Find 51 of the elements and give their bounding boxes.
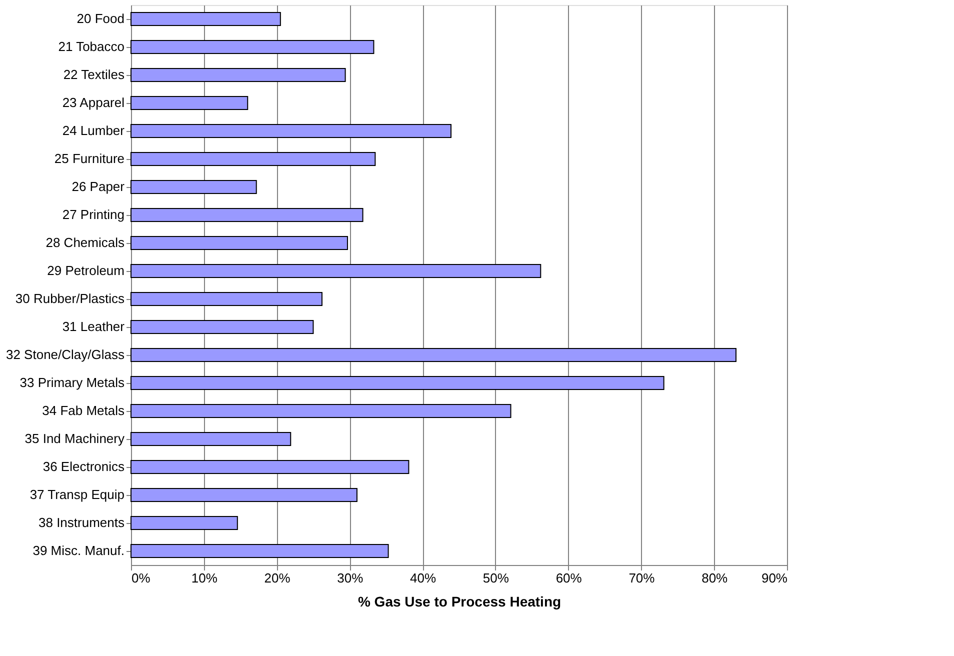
y-tick-label: 20 Food — [76, 11, 124, 26]
bar — [130, 348, 736, 362]
x-tick-label: 30% — [337, 570, 364, 586]
x-tick-label: 70% — [628, 570, 656, 586]
y-tick-label: 31 Leather — [62, 319, 126, 334]
bar — [130, 180, 257, 194]
x-tick-label: 90% — [761, 570, 788, 586]
x-axis-title: % Gas Use to Process Heating — [358, 594, 562, 610]
bar — [130, 96, 248, 110]
bar — [130, 152, 376, 166]
bar — [130, 432, 292, 446]
y-tick-label: 33 Primary Metals — [20, 375, 125, 390]
bar — [130, 488, 358, 502]
bar — [130, 68, 346, 82]
y-tick-label: 29 Petroleum — [47, 263, 124, 278]
y-tick-label: 30 Rubber/Plastics — [15, 291, 125, 306]
y-tick-label: 35 Ind Machinery — [24, 431, 125, 446]
bar — [130, 12, 281, 26]
bar — [130, 236, 348, 250]
y-tick-label: 37 Transp Equip — [30, 487, 124, 502]
bar — [130, 320, 314, 334]
y-tick-label: 23 Apparel — [62, 95, 125, 110]
bar — [130, 292, 322, 306]
x-tick-label: 10% — [191, 570, 218, 586]
bar — [130, 404, 512, 418]
x-tick-label: 80% — [702, 570, 728, 586]
bar — [130, 40, 374, 54]
bar — [130, 516, 238, 530]
bar — [130, 264, 542, 278]
x-tick-label: 60% — [556, 570, 582, 586]
y-tick-label: 27 Printing — [62, 207, 124, 222]
y-tick-label: 34 Fab Metals — [42, 403, 125, 418]
x-tick-label: 50% — [482, 570, 510, 586]
bar — [130, 208, 364, 222]
y-tick-label: 39 Misc. Manuf. — [32, 543, 124, 558]
y-tick-label: 24 Lumber — [62, 123, 126, 138]
y-tick-label: 32 Stone/Clay/Glass — [6, 347, 125, 362]
x-tick-label: 0% — [132, 570, 151, 586]
y-tick-label: 21 Tobacco — [58, 39, 124, 54]
y-tick-label: 28 Chemicals — [46, 235, 125, 250]
y-tick-label: 22 Textiles — [63, 67, 125, 82]
y-tick-label: 26 Paper — [72, 179, 126, 194]
y-tick-label: 36 Electronics — [42, 459, 125, 474]
bar — [130, 460, 410, 474]
bar — [130, 544, 389, 558]
y-tick-label: 25 Furniture — [54, 151, 124, 166]
bar — [130, 124, 452, 138]
y-tick-label: 38 Instruments — [38, 515, 125, 530]
bar — [130, 376, 664, 390]
x-tick-label: 20% — [264, 570, 291, 586]
x-tick-label: 40% — [410, 570, 436, 586]
